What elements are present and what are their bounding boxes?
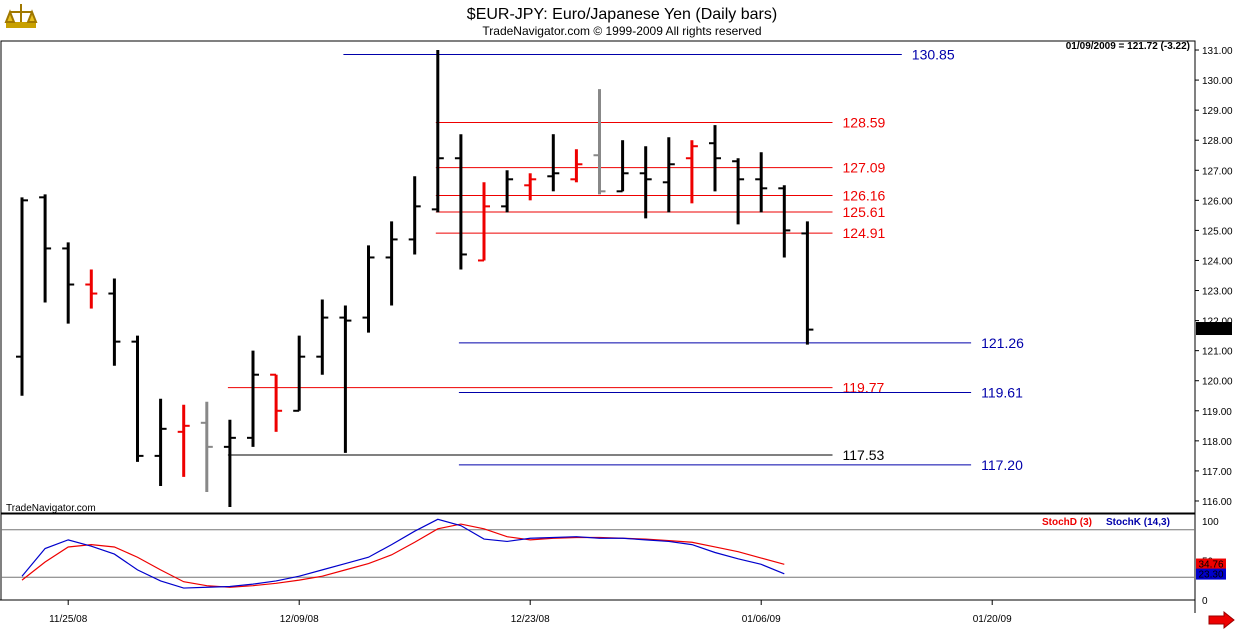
ohlc-bar bbox=[270, 373, 283, 432]
ohlc-bar bbox=[408, 176, 421, 255]
date-tick-label: 12/09/08 bbox=[280, 614, 319, 625]
level-label: 127.09 bbox=[843, 160, 886, 176]
ohlc-bar bbox=[431, 50, 444, 213]
ohlc-bar bbox=[732, 158, 745, 225]
ohlc-bar bbox=[316, 299, 329, 375]
ohlc-bar bbox=[131, 335, 144, 462]
chart-title: $EUR-JPY: Euro/Japanese Yen (Daily bars) bbox=[467, 6, 777, 23]
ohlc-bar bbox=[478, 182, 490, 262]
price-tick-label: 117.00 bbox=[1202, 467, 1232, 478]
stoch-tick-label: 0 bbox=[1202, 596, 1208, 607]
stoch-k-legend: StochK (14,3) bbox=[1106, 517, 1170, 528]
price-tick-label: 120.00 bbox=[1202, 377, 1233, 388]
price-tick-label: 128.00 bbox=[1202, 136, 1233, 147]
ohlc-bar bbox=[16, 197, 28, 396]
ohlc-bar bbox=[778, 185, 791, 258]
date-tick-label: 01/06/09 bbox=[742, 614, 781, 625]
level-label: 125.61 bbox=[843, 204, 886, 220]
date-tick-label: 12/23/08 bbox=[511, 614, 550, 625]
stoch-k-value: 23.30 bbox=[1198, 570, 1223, 581]
price-tick-label: 118.00 bbox=[1202, 437, 1232, 448]
level-label: 119.61 bbox=[981, 384, 1023, 400]
stochastic-panel bbox=[0, 513, 1196, 601]
ohlc-bar bbox=[454, 134, 467, 270]
ohlc-bar bbox=[593, 89, 606, 195]
trade-navigator-logo bbox=[4, 4, 38, 28]
ohlc-bar bbox=[62, 242, 75, 324]
price-tick-label: 126.00 bbox=[1202, 196, 1233, 207]
level-label: 117.53 bbox=[843, 447, 885, 463]
stoch-k-line bbox=[21, 518, 785, 589]
ohlc-bar bbox=[293, 335, 306, 412]
stoch-tick-label: 100 bbox=[1202, 517, 1219, 528]
level-label: 117.20 bbox=[981, 457, 1023, 473]
ohlc-bar bbox=[362, 245, 375, 333]
ohlc-bar bbox=[685, 140, 698, 204]
last-price-box bbox=[1196, 322, 1232, 336]
ohlc-bar bbox=[154, 398, 167, 486]
price-tick-label: 116.00 bbox=[1202, 497, 1232, 508]
last-price-label: 121.72 bbox=[1199, 325, 1230, 336]
stoch-d-value: 34.76 bbox=[1198, 560, 1223, 571]
ohlc-bar bbox=[247, 350, 259, 447]
price-tick-label: 127.00 bbox=[1202, 166, 1233, 177]
ohlc-bar bbox=[616, 140, 629, 193]
ohlc-bar bbox=[39, 194, 52, 303]
ohlc-bar bbox=[200, 401, 213, 492]
ohlc-bar bbox=[524, 173, 537, 201]
price-tick-label: 129.00 bbox=[1202, 106, 1233, 117]
price-tick-label: 123.00 bbox=[1202, 287, 1233, 298]
price-readout: 01/09/2009 = 121.72 (-3.22) bbox=[1066, 41, 1190, 52]
ohlc-bar bbox=[801, 221, 814, 345]
ohlc-bar bbox=[547, 134, 560, 192]
level-label: 124.91 bbox=[843, 225, 886, 241]
ohlc-bar bbox=[709, 125, 721, 192]
chart-subtitle: TradeNavigator.com © 1999-2009 All right… bbox=[482, 24, 761, 38]
price-tick-label: 121.00 bbox=[1202, 347, 1233, 358]
level-label: 119.77 bbox=[843, 380, 885, 396]
level-label: 121.26 bbox=[981, 335, 1024, 351]
stoch-d-legend: StochD (3) bbox=[1042, 517, 1092, 528]
ohlc-bar bbox=[662, 137, 675, 213]
ohlc-bar bbox=[177, 404, 190, 477]
ohlc-bar bbox=[223, 419, 236, 507]
level-label: 126.16 bbox=[843, 188, 886, 204]
ohlc-bar bbox=[385, 221, 398, 306]
price-tick-label: 131.00 bbox=[1202, 46, 1233, 57]
price-tick-label: 119.00 bbox=[1202, 407, 1232, 418]
ohlc-bar bbox=[339, 305, 352, 453]
watermark: TradeNavigator.com bbox=[6, 503, 96, 514]
level-label: 130.85 bbox=[912, 47, 955, 63]
ohlc-bar bbox=[639, 146, 652, 219]
scroll-right-arrow-icon[interactable] bbox=[1208, 610, 1235, 630]
price-tick-label: 130.00 bbox=[1202, 76, 1233, 87]
stoch-d-value-box bbox=[1196, 558, 1226, 570]
ohlc-bar bbox=[85, 269, 98, 309]
ohlc-bar bbox=[108, 278, 121, 366]
date-tick-label: 01/20/09 bbox=[973, 614, 1012, 625]
stoch-d-line bbox=[21, 523, 785, 588]
ohlc-bar bbox=[755, 152, 768, 213]
level-label: 128.59 bbox=[843, 114, 886, 130]
ohlc-bar bbox=[570, 149, 583, 183]
price-tick-label: 125.00 bbox=[1202, 226, 1233, 237]
ohlc-bar bbox=[501, 170, 514, 213]
price-tick-label: 124.00 bbox=[1202, 256, 1233, 267]
stoch-k-value-box bbox=[1196, 568, 1226, 580]
date-tick-label: 11/25/08 bbox=[49, 614, 88, 625]
